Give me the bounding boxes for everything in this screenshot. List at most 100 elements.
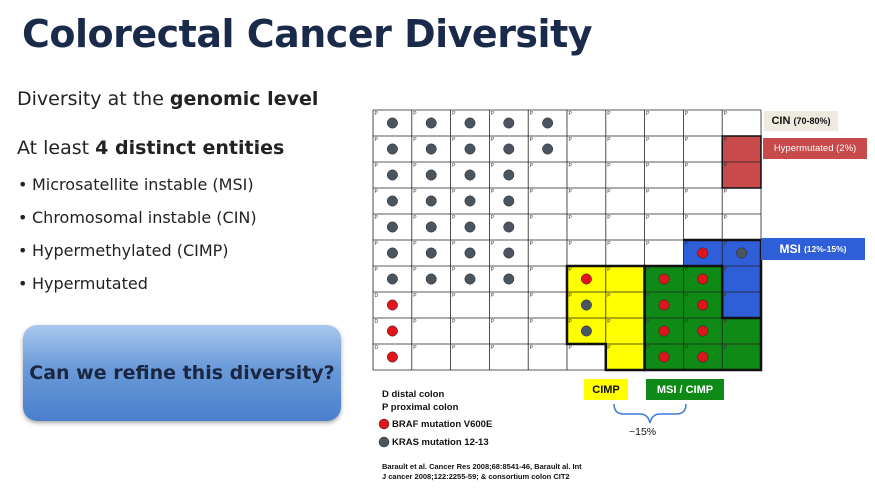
cell-letter: P — [413, 163, 417, 169]
list-item: • Hypermethylated (CIMP) — [18, 241, 229, 260]
cell-letter: P — [646, 189, 650, 195]
cell-letter: P — [569, 241, 573, 247]
cell-letter: P — [375, 241, 379, 247]
cell-letter: P — [491, 319, 495, 325]
kras-dot — [464, 273, 476, 285]
kras-dot — [386, 221, 398, 233]
cell-letter: P — [724, 215, 728, 221]
cell-letter: D — [375, 345, 379, 351]
list-item-label: Chromosomal instable (CIN) — [32, 208, 257, 227]
msi-label-text: MSI — [779, 242, 801, 256]
cell-letter: P — [413, 319, 417, 325]
braf-dot — [658, 325, 670, 337]
kras-dot — [503, 221, 515, 233]
cimp-label: CIMP — [584, 379, 628, 400]
braf-dot — [658, 299, 670, 311]
cell-letter: P — [530, 111, 534, 117]
cell-letter: P — [491, 163, 495, 169]
cell-letter: P — [646, 111, 650, 117]
cell-letter: P — [569, 345, 573, 351]
cell-letter: P — [452, 293, 456, 299]
kras-dot — [425, 117, 437, 129]
cell-letter: P — [413, 189, 417, 195]
cell-letter: P — [607, 163, 611, 169]
cell-letter: P — [569, 163, 573, 169]
braf-dot — [697, 351, 709, 363]
cell-letter: P — [685, 189, 689, 195]
brace-shape — [613, 403, 687, 424]
refine-diversity-button[interactable]: Can we refine this diversity? — [23, 325, 341, 421]
cell-letter: P — [646, 267, 650, 273]
cell-letter: P — [530, 345, 534, 351]
cell-letter: P — [375, 215, 379, 221]
cell-letter: P — [646, 319, 650, 325]
cell-letter: P — [375, 111, 379, 117]
cin-label: CIN (70-80%) — [764, 111, 838, 131]
cell-letter: P — [413, 267, 417, 273]
cell-letter: P — [530, 163, 534, 169]
list-item: • Microsatellite instable (MSI) — [18, 175, 254, 194]
list-item-label: Hypermethylated (CIMP) — [32, 241, 229, 260]
cell-letter: P — [724, 189, 728, 195]
cell-letter: P — [724, 267, 728, 273]
reference-citation: Barault et al. Cancer Res 2008;68:8541-4… — [382, 462, 642, 482]
cell-letter: P — [452, 111, 456, 117]
cell-letter: P — [646, 215, 650, 221]
cell-letter: P — [375, 267, 379, 273]
cell-letter: P — [569, 111, 573, 117]
cell-letter: P — [452, 163, 456, 169]
cell-letter: P — [569, 267, 573, 273]
cell-letter: P — [491, 189, 495, 195]
cell-letter: P — [413, 137, 417, 143]
kras-dot — [425, 247, 437, 259]
braf-dot — [580, 273, 592, 285]
kras-dot — [542, 143, 554, 155]
braf-dot — [386, 299, 398, 311]
braf-dot — [697, 299, 709, 311]
genomic-level-text: Diversity at the genomic level — [17, 88, 318, 110]
cell-letter: P — [724, 345, 728, 351]
kras-dot — [503, 273, 515, 285]
cell-letter: P — [413, 215, 417, 221]
list-item: • Hypermutated — [18, 274, 148, 293]
cell-letter: P — [413, 241, 417, 247]
cell-letter: P — [607, 241, 611, 247]
approx-label: ~15% — [629, 426, 657, 438]
kras-dot — [425, 221, 437, 233]
cell-letter: P — [413, 345, 417, 351]
cell-letter: P — [530, 137, 534, 143]
cell-letter: P — [452, 189, 456, 195]
cell-letter: P — [607, 293, 611, 299]
braf-dot — [697, 325, 709, 337]
cell-letter: P — [452, 241, 456, 247]
cell-letter: P — [724, 137, 728, 143]
cell-letter: P — [569, 215, 573, 221]
cell-letter: P — [530, 267, 534, 273]
kras-dot — [425, 143, 437, 155]
braf-dot — [386, 325, 398, 337]
slide-title: Colorectal Cancer Diversity — [22, 12, 593, 56]
cell-letter: P — [607, 111, 611, 117]
kras-dot — [464, 169, 476, 181]
kras-dot — [386, 169, 398, 181]
cell-letter: P — [646, 345, 650, 351]
legend-dots — [378, 418, 390, 448]
cell-letter: P — [607, 319, 611, 325]
msi-label: MSI (12%-15%) — [761, 238, 865, 260]
cell-letter: P — [685, 111, 689, 117]
cell-letter: P — [491, 293, 495, 299]
kras-dot — [580, 325, 592, 337]
entities-prefix: At least — [17, 137, 96, 159]
cell-letter: P — [491, 267, 495, 273]
cell-letter: P — [452, 137, 456, 143]
cell-letter: P — [646, 293, 650, 299]
kras-dot — [425, 195, 437, 207]
braf-dot — [658, 351, 670, 363]
kras-dot — [425, 273, 437, 285]
cell-letter: P — [724, 319, 728, 325]
cell-letter: D — [375, 319, 379, 325]
kras-dot — [580, 299, 592, 311]
brace — [613, 403, 687, 424]
cell-letter: P — [452, 319, 456, 325]
